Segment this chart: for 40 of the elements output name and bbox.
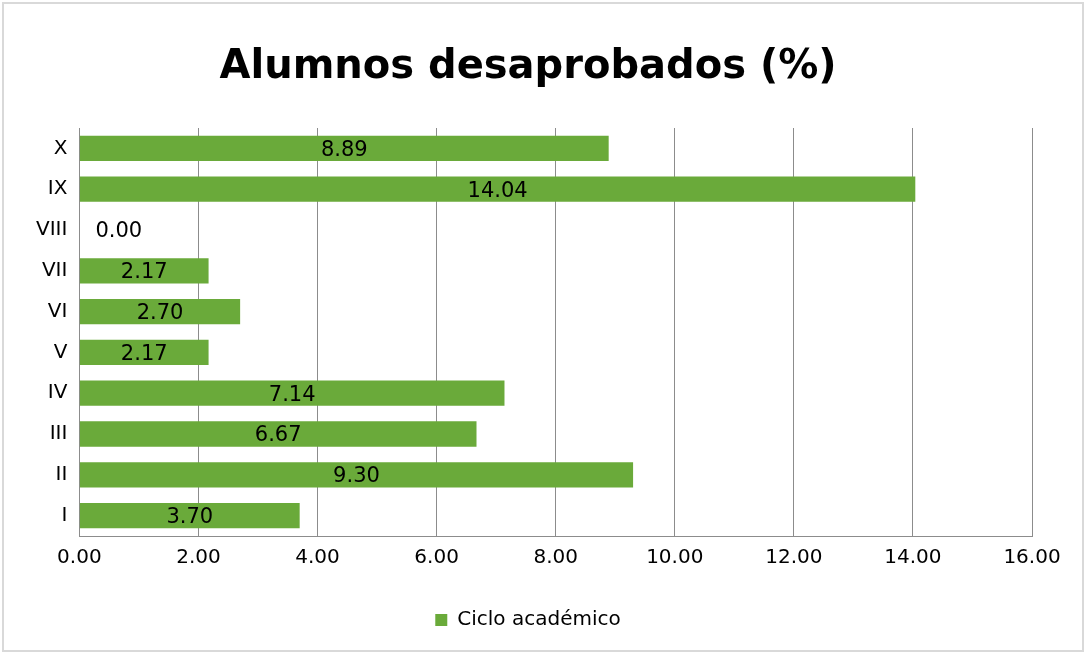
y-tick-label: X	[53, 134, 68, 159]
data-label: 3.70	[166, 504, 214, 529]
legend-label: Ciclo académico	[457, 606, 621, 631]
x-tick-label: 2.00	[176, 544, 221, 569]
x-tick-label: 8.00	[533, 544, 578, 569]
bar	[79, 258, 209, 284]
y-tick-label: VIII	[35, 216, 68, 241]
bar	[79, 462, 634, 488]
x-tick-label: 14.00	[884, 544, 942, 569]
y-tick-label: III	[49, 420, 68, 445]
y-tick-label: V	[53, 338, 68, 363]
data-label: 7.14	[268, 381, 316, 406]
x-tick-label: 4.00	[295, 544, 340, 569]
x-tick-label: 12.00	[765, 544, 823, 569]
y-tick-label: IX	[47, 175, 68, 200]
data-label: 2.17	[120, 259, 168, 284]
chart-title: Alumnos desaprobados (%)	[219, 41, 837, 88]
y-tick-label: IV	[47, 379, 68, 404]
y-tick-label: VII	[41, 257, 68, 281]
y-tick-label: I	[61, 501, 68, 526]
bar	[79, 380, 505, 406]
data-label: 14.04	[467, 177, 528, 202]
data-label: 8.89	[320, 136, 368, 161]
bar	[79, 339, 209, 366]
x-tick-label: 6.00	[414, 544, 459, 569]
bar	[79, 176, 916, 202]
bar	[79, 298, 241, 325]
x-tick-label: 10.00	[646, 544, 704, 569]
data-label: 9.30	[333, 463, 380, 488]
data-label: 2.70	[136, 300, 184, 325]
bar	[79, 502, 300, 529]
data-label: 6.67	[254, 422, 302, 447]
x-tick-label: 0.00	[57, 544, 102, 569]
y-tick-label: II	[55, 461, 68, 485]
bar	[79, 421, 477, 447]
y-tick-label: VI	[47, 297, 68, 322]
data-label: 2.17	[120, 340, 168, 365]
x-tick-label: 16.00	[1003, 544, 1061, 569]
bar	[79, 135, 609, 162]
data-label: 0.00	[95, 218, 143, 243]
